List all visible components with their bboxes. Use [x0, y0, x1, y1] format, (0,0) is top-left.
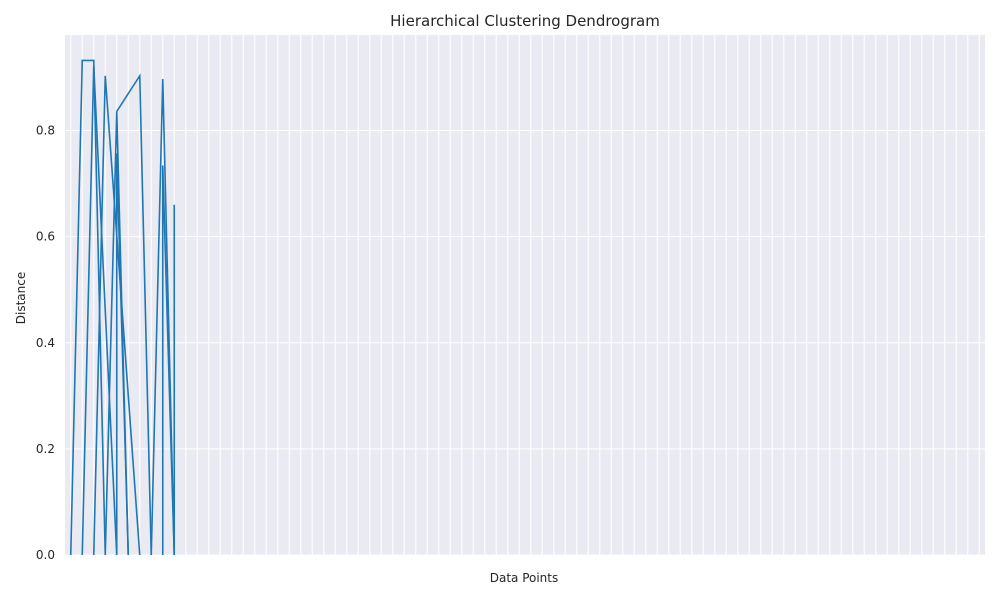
dendrogram-link	[161, 165, 176, 556]
dendrogram-link	[150, 79, 176, 556]
y-tick-label: 0.0	[36, 548, 55, 562]
x-axis-label: Data Points	[490, 571, 559, 585]
y-tick-label: 0.6	[36, 230, 55, 244]
y-tick-label: 0.4	[36, 336, 55, 350]
y-axis-label: Distance	[14, 272, 28, 324]
dendrogram-link	[92, 75, 141, 556]
dendrogram-link	[116, 73, 153, 556]
grid-lines	[65, 35, 985, 556]
y-tick-label: 0.2	[36, 442, 55, 456]
y-tick-label: 0.8	[36, 124, 55, 138]
chart-title: Hierarchical Clustering Dendrogram	[390, 12, 660, 30]
y-tick-labels: 0.0 0.2 0.4 0.6 0.8	[36, 124, 55, 562]
dendrogram-links	[69, 59, 176, 556]
plot-background	[65, 35, 985, 555]
dendrogram-link	[115, 153, 130, 556]
